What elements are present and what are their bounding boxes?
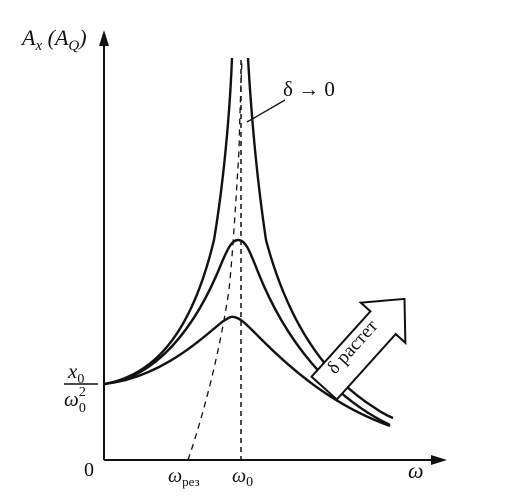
delta-zero-leader [246,99,286,123]
x-tick-omega-res: ωрез [168,465,200,489]
delta-grows-arrow [310,297,407,401]
origin-label: 0 [84,459,94,481]
resonance-peak-locus [187,59,243,461]
curve-medium-damping [103,238,391,427]
x-axis-label: ω [408,458,424,483]
x-axis-arrow [431,455,447,465]
svg-text:ω02: ω02 [64,385,86,416]
y-axis-label: Ax (AQ) [20,25,87,54]
curve-high-damping [103,315,391,428]
annotation-delta-zero: δ → 0 [283,77,335,101]
y-axis-arrow [99,30,109,46]
y-tick-x0-over-omega0-squared: x0 ω02 [64,359,98,416]
svg-text:x0: x0 [67,359,84,387]
curve-delta-zero [103,57,394,420]
x-tick-omega0: ω0 [232,465,253,490]
